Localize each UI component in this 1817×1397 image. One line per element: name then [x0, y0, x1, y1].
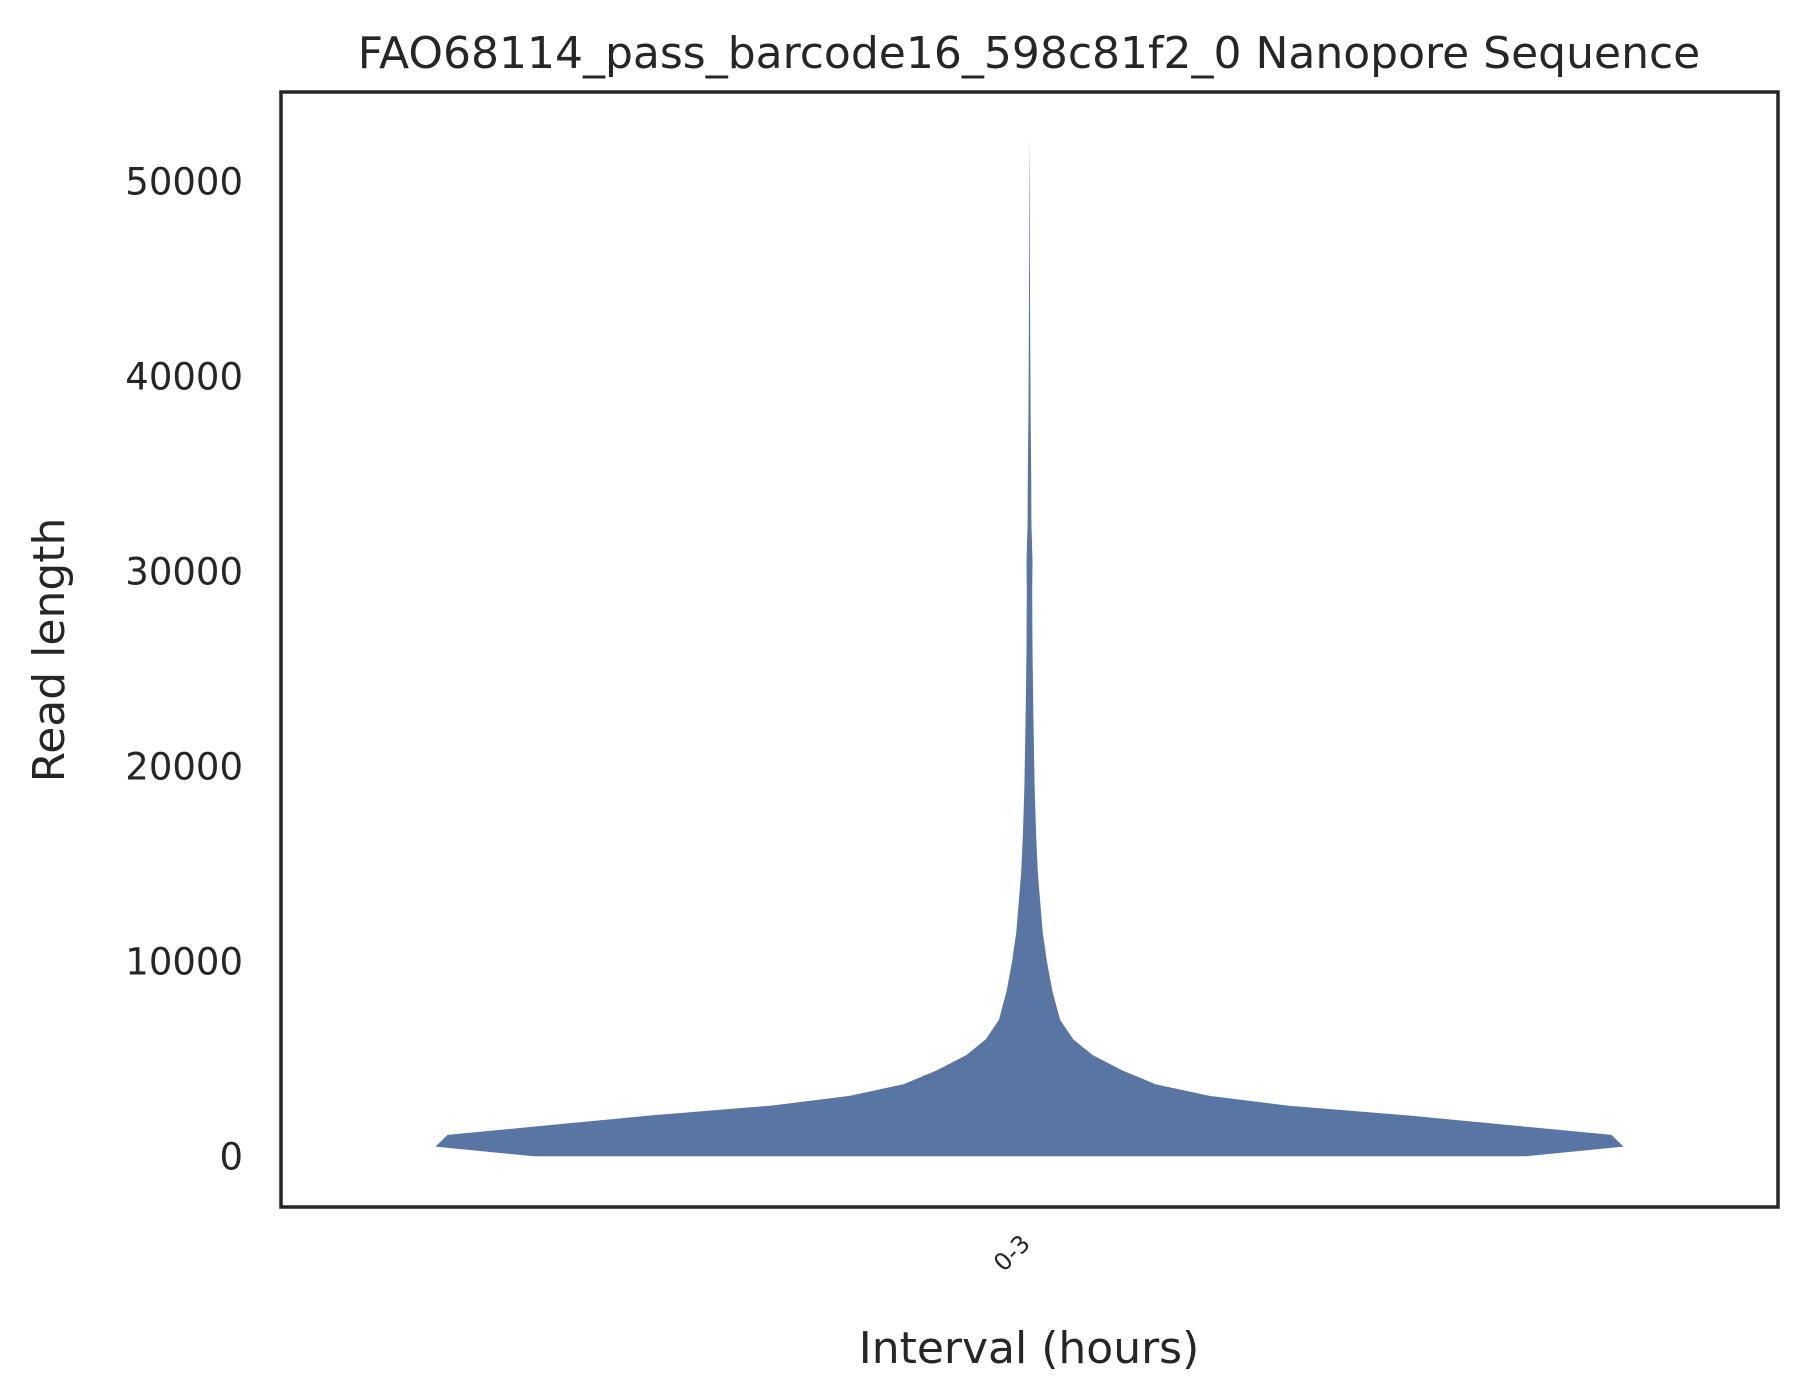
y-tick-label: 10000 [125, 940, 243, 983]
chart-title: FAO68114_pass_barcode16_598c81f2_0 Nanop… [358, 28, 1700, 79]
y-axis-label: Read length [24, 518, 75, 783]
y-axis-ticks: 0 10000 20000 30000 40000 50000 [125, 161, 243, 1179]
y-tick-label: 20000 [125, 745, 243, 788]
violin-0-3 [435, 136, 1624, 1157]
plot-area [435, 136, 1624, 1157]
y-tick-label: 0 [219, 1135, 243, 1178]
y-tick-label: 50000 [125, 161, 243, 204]
y-tick-label: 30000 [125, 551, 243, 594]
x-axis-label: Interval (hours) [859, 1323, 1200, 1374]
y-tick-label: 40000 [125, 356, 243, 399]
plot-frame [279, 90, 1780, 1209]
